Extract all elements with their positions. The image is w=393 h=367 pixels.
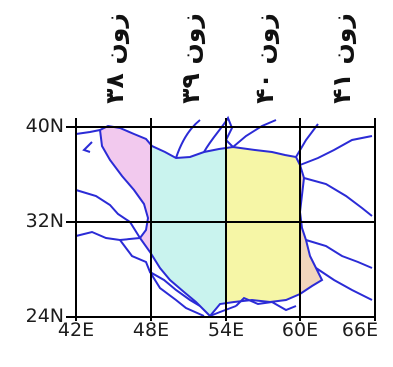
gulf-coast xyxy=(119,239,237,317)
zone-40-label: زون ۴۰ xyxy=(249,12,279,104)
pakistan-border xyxy=(305,239,373,301)
zone-41-fill xyxy=(300,126,322,316)
afghan-border xyxy=(299,135,373,217)
longitude-label-42e: 42E xyxy=(57,319,95,341)
turkey-border xyxy=(75,129,101,153)
longitude-label-48e: 48E xyxy=(132,319,170,341)
zone-38-fill xyxy=(100,126,151,316)
longitude-label-60e: 60E xyxy=(281,319,319,341)
graticule xyxy=(66,118,376,321)
iraq-border xyxy=(75,189,141,242)
longitude-label-54e: 54E xyxy=(207,319,245,341)
zone-41-label: زون ۴۱ xyxy=(326,12,356,104)
latitude-label-32n: 32N xyxy=(25,210,64,232)
latitude-label-24n: 24N xyxy=(25,305,64,327)
longitude-label-66e: 66E xyxy=(341,319,379,341)
zone-39-label: زون ۳۹ xyxy=(175,12,205,104)
arabia-coast xyxy=(149,271,297,317)
latitude-label-40n: 40N xyxy=(25,115,64,137)
iran-border xyxy=(98,124,324,318)
zone-38-label: زون ۳۸ xyxy=(99,12,129,104)
